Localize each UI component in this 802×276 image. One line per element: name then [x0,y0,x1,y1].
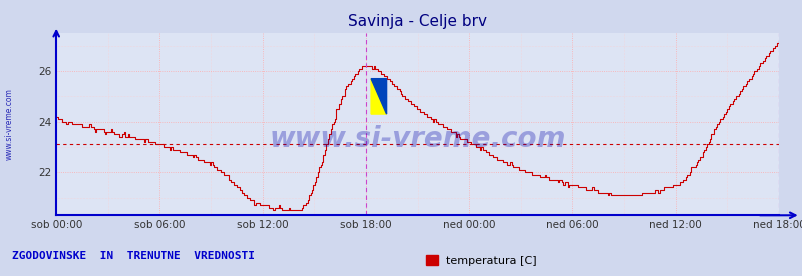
Text: www.si-vreme.com: www.si-vreme.com [5,88,14,160]
Title: Savinja - Celje brv: Savinja - Celje brv [347,14,487,29]
Text: www.si-vreme.com: www.si-vreme.com [269,125,565,153]
Polygon shape [371,79,386,114]
Text: ZGODOVINSKE  IN  TRENUTNE  VREDNOSTI: ZGODOVINSKE IN TRENUTNE VREDNOSTI [12,251,255,261]
Legend: temperatura [C]: temperatura [C] [422,251,541,270]
Polygon shape [371,79,386,114]
